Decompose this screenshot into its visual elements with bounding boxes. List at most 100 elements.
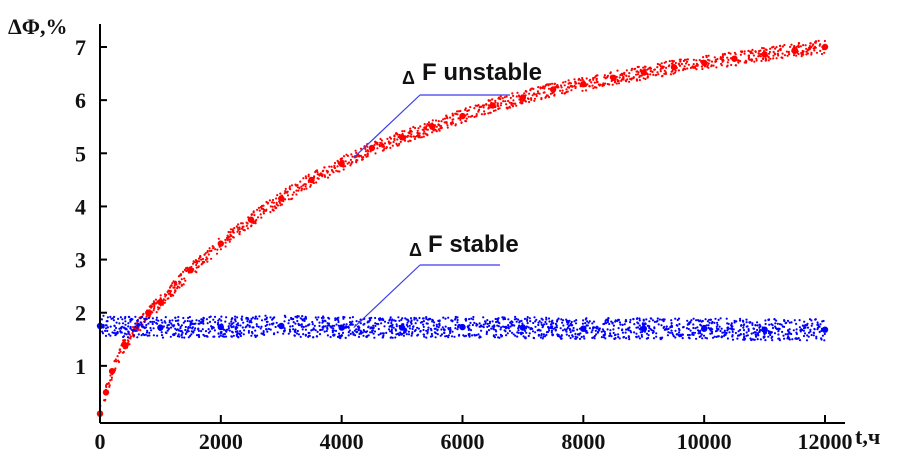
noise-point xyxy=(398,319,401,322)
noise-point xyxy=(406,321,409,324)
noise-point xyxy=(154,298,157,301)
noise-point xyxy=(436,328,439,331)
noise-point xyxy=(742,329,746,332)
noise-point xyxy=(266,201,269,204)
noise-point xyxy=(355,151,358,154)
noise-point xyxy=(552,327,555,330)
noise-point xyxy=(584,89,588,92)
noise-point xyxy=(210,325,213,328)
noise-point xyxy=(328,317,331,320)
noise-point xyxy=(149,320,152,323)
noise-point xyxy=(149,326,152,330)
noise-point xyxy=(653,326,656,329)
noise-point xyxy=(350,153,353,156)
noise-point xyxy=(633,331,636,334)
noise-point xyxy=(585,77,588,80)
noise-point xyxy=(612,328,615,331)
noise-point xyxy=(567,82,570,85)
noise-point xyxy=(445,114,448,117)
noise-point xyxy=(167,323,170,326)
noise-point xyxy=(751,322,754,325)
noise-point xyxy=(491,320,494,323)
noise-point xyxy=(802,329,806,332)
noise-point xyxy=(762,57,765,60)
noise-point xyxy=(168,319,171,322)
noise-point xyxy=(104,391,107,394)
noise-point xyxy=(188,315,191,319)
noise-point xyxy=(402,334,405,337)
noise-point xyxy=(695,337,698,340)
noise-point xyxy=(153,307,156,310)
noise-point xyxy=(342,168,345,171)
noise-point xyxy=(155,318,158,321)
noise-point xyxy=(734,64,738,67)
noise-point xyxy=(140,334,143,337)
noise-point xyxy=(692,58,696,61)
noise-point xyxy=(477,110,480,113)
noise-point xyxy=(329,335,332,339)
noise-point xyxy=(383,147,386,150)
noise-point xyxy=(581,328,584,331)
noise-point xyxy=(273,205,276,208)
noise-point xyxy=(700,65,704,68)
noise-point xyxy=(661,318,664,321)
noise-point xyxy=(105,327,108,330)
noise-point xyxy=(500,326,503,329)
noise-point xyxy=(707,54,710,57)
noise-point xyxy=(713,335,716,338)
noise-point xyxy=(583,337,586,340)
noise-point xyxy=(483,104,486,107)
noise-point xyxy=(210,249,213,252)
noise-point xyxy=(337,320,340,324)
noise-point xyxy=(612,331,615,335)
noise-point xyxy=(214,248,217,251)
noise-point xyxy=(674,61,677,65)
noise-point xyxy=(367,320,370,323)
noise-point xyxy=(733,59,736,62)
noise-point xyxy=(126,339,130,342)
noise-point xyxy=(649,66,652,69)
noise-point xyxy=(331,324,334,327)
noise-point xyxy=(710,60,714,63)
noise-point xyxy=(312,328,315,331)
noise-point xyxy=(755,59,758,62)
noise-point xyxy=(799,45,803,48)
annotation-stable-delta: Δ xyxy=(409,240,422,260)
noise-point xyxy=(565,318,568,321)
noise-point xyxy=(235,323,238,326)
noise-point xyxy=(394,336,397,339)
noise-point xyxy=(796,337,799,340)
noise-point xyxy=(198,260,201,263)
noise-point xyxy=(380,143,383,146)
noise-point xyxy=(635,73,638,76)
noise-point xyxy=(466,113,469,116)
noise-point xyxy=(142,332,145,336)
noise-point xyxy=(360,158,364,161)
noise-point xyxy=(625,328,628,331)
noise-point xyxy=(645,332,649,335)
noise-point xyxy=(598,327,602,330)
noise-point xyxy=(240,331,243,335)
noise-point xyxy=(410,334,413,337)
noise-point xyxy=(163,301,166,304)
noise-point xyxy=(250,321,253,324)
noise-point xyxy=(412,135,415,138)
noise-point xyxy=(134,315,137,318)
noise-point xyxy=(597,83,601,86)
noise-point xyxy=(292,321,295,324)
noise-point xyxy=(295,193,298,196)
noise-point xyxy=(515,95,518,98)
noise-point xyxy=(563,328,566,331)
noise-point xyxy=(317,316,320,319)
noise-point xyxy=(136,326,139,329)
noise-point xyxy=(765,48,768,52)
noise-point xyxy=(658,63,661,66)
noise-point xyxy=(779,47,782,51)
noise-point xyxy=(662,65,665,68)
noise-point xyxy=(129,320,132,323)
noise-point xyxy=(482,106,485,109)
noise-point xyxy=(129,335,132,338)
noise-point xyxy=(380,139,383,142)
noise-point xyxy=(245,317,248,320)
noise-point xyxy=(390,328,393,331)
